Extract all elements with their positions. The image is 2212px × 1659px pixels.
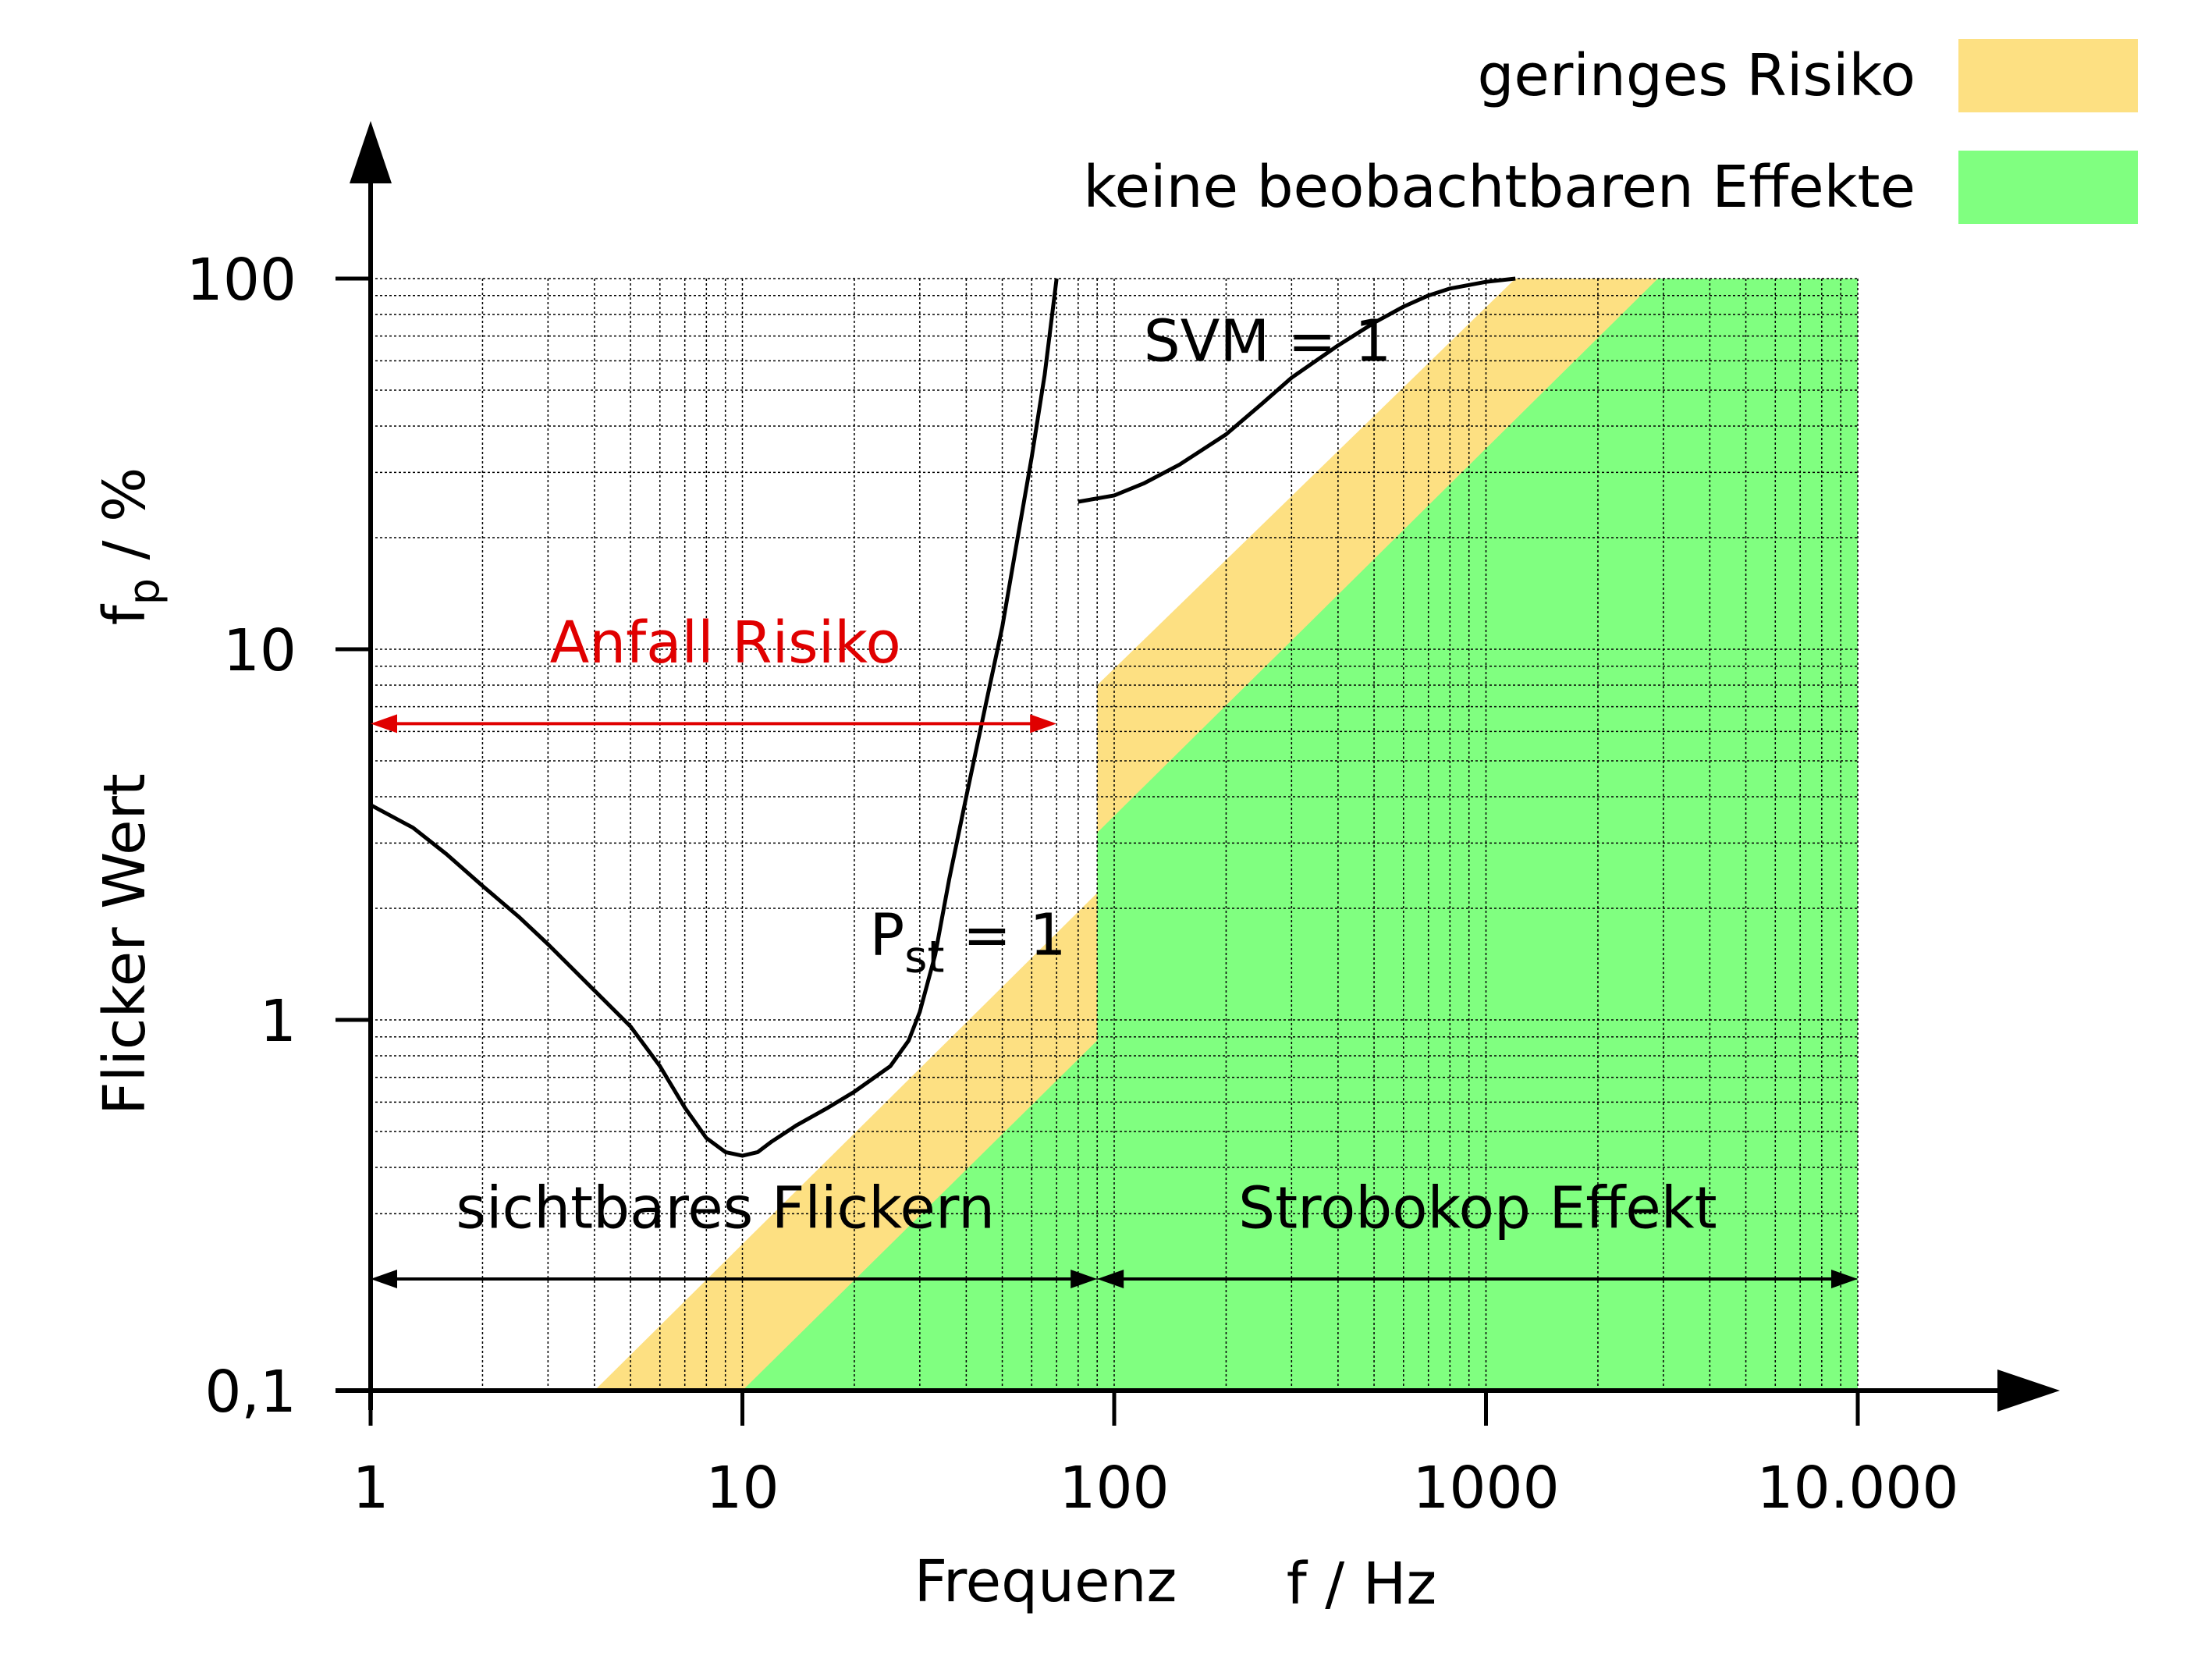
legend-label: geringes Risiko — [1477, 42, 1916, 109]
arrowhead-right — [1030, 714, 1057, 734]
annotation-arrow: sichtbares Flickern — [371, 1174, 1098, 1289]
legend-label: keine beobachtbaren Effekte — [1083, 154, 1916, 221]
legend-swatch — [1958, 39, 2138, 112]
series-label-main: SVM = 1 — [1144, 307, 1392, 375]
y-unit-sub: p — [119, 578, 169, 605]
svm-label: SVM = 1 — [1144, 307, 1392, 375]
legend-swatch — [1958, 151, 2138, 224]
y-axis-arrowhead — [350, 121, 392, 183]
svm-curve — [1078, 276, 1516, 504]
pst-curve — [369, 278, 1059, 1158]
y-tick-label: 1 — [260, 988, 296, 1055]
series-label-sub: st — [904, 932, 944, 982]
arrowhead-right — [1070, 1270, 1098, 1289]
arrowhead-left — [1097, 1270, 1124, 1289]
x-tick-label: 1 — [352, 1455, 389, 1522]
legend-entry: keine beobachtbaren Effekte — [1083, 151, 2138, 224]
annotation-layer: Anfall Risiko sichtbares Flickern Stroboko… — [371, 609, 1858, 1289]
y-tick-label: 10 — [223, 617, 296, 684]
y-tick-label: 100 — [186, 247, 296, 314]
x-tick-label: 1000 — [1412, 1455, 1559, 1522]
axis-labels: Frequenz f / Hz Flicker Wert fp / % — [91, 467, 1436, 1618]
region-no-effect — [742, 279, 1858, 1391]
region-layer — [594, 279, 1858, 1391]
annotation-label: Strobokop Effekt — [1238, 1174, 1717, 1242]
x-axis-arrowhead — [1997, 1369, 2060, 1412]
legend: geringes Risiko keine beobachtbaren Effek… — [1083, 39, 2138, 224]
annotation-label: Anfall Risiko — [550, 609, 901, 677]
arrowhead-left — [371, 714, 397, 734]
y-axis-title: Flicker Wert — [91, 773, 158, 1115]
legend-entry: geringes Risiko — [1477, 39, 2138, 112]
pst-label: Pst = 1 — [870, 901, 1067, 982]
annotation-arrow: Anfall Risiko — [371, 609, 1057, 734]
x-axis-unit: f / Hz — [1287, 1551, 1437, 1618]
arrowhead-left — [371, 1270, 397, 1289]
arrowhead-right — [1831, 1270, 1858, 1289]
x-axis-title: Frequenz — [914, 1548, 1177, 1615]
axes: 1 10 100 1000 10.000 0,1 1 10 100 — [186, 121, 2060, 1522]
y-unit-rest: / % — [91, 467, 158, 578]
series-label-main: P — [870, 901, 905, 968]
annotation-arrow: Strobokop Effekt — [1097, 1174, 1858, 1289]
x-tick-label: 100 — [1059, 1455, 1169, 1522]
series-layer: Pst = 1 SVM = 1 — [369, 276, 1516, 1158]
series-label-rest: = 1 — [944, 901, 1066, 968]
annotation-label: sichtbares Flickern — [456, 1174, 995, 1242]
x-tick-label: 10 — [705, 1455, 779, 1522]
y-tick-label: 0,1 — [204, 1359, 296, 1426]
x-tick-label: 10.000 — [1757, 1455, 1959, 1522]
y-axis-unit: fp / % — [91, 467, 169, 626]
y-unit-main: f — [91, 603, 158, 625]
